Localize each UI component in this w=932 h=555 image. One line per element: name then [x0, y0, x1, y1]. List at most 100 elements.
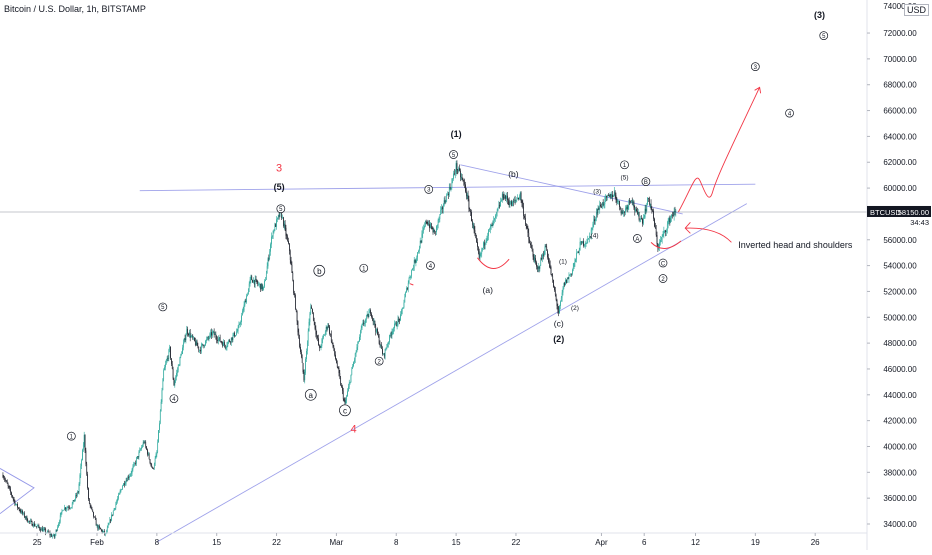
candle-body — [425, 221, 427, 222]
candle-body — [554, 290, 556, 295]
candle-body — [76, 495, 77, 496]
candle-body — [9, 487, 11, 489]
price-tick-label: 60000.00 — [883, 184, 917, 193]
candle-body — [80, 466, 82, 476]
candle-body — [279, 210, 281, 217]
candle-body — [169, 346, 171, 350]
wave-label: (2) — [553, 334, 564, 344]
candle-body — [47, 531, 48, 533]
candle-body — [136, 456, 138, 459]
candle-body — [305, 358, 306, 373]
candle-body — [510, 201, 512, 204]
candle-body — [197, 345, 199, 347]
wave-label-circle — [276, 204, 286, 214]
candle-body — [259, 283, 261, 290]
candle-body — [539, 265, 541, 269]
candle-body — [28, 520, 29, 523]
candle-body — [562, 288, 564, 293]
wave-label: 4 — [350, 424, 356, 436]
candle-body — [477, 246, 479, 253]
currency-badge[interactable]: USD — [904, 4, 930, 16]
candle-body — [583, 241, 584, 246]
candle-body — [17, 503, 18, 508]
candle-body — [542, 254, 543, 260]
candle-body — [645, 208, 647, 212]
candle-body — [484, 242, 486, 246]
candle-body — [254, 278, 256, 285]
candle-body — [482, 248, 483, 250]
candle-body — [94, 517, 96, 520]
candle-body — [617, 201, 619, 202]
candle-body — [307, 331, 309, 343]
candle-body — [81, 460, 82, 467]
candle-body — [173, 378, 175, 386]
candle-body — [363, 322, 365, 325]
candle-body — [11, 492, 12, 496]
candle-body — [416, 257, 418, 260]
candle-body — [495, 212, 497, 216]
candle-body — [171, 363, 173, 369]
candle-body — [548, 262, 550, 265]
candle-body — [38, 525, 40, 528]
candle-body — [241, 315, 242, 323]
wave-label: 5 — [452, 153, 456, 159]
candle-body — [335, 354, 336, 359]
candle-body — [636, 209, 637, 212]
candle-body — [166, 358, 168, 362]
candle-body — [179, 357, 181, 366]
candle-body — [385, 348, 387, 350]
candle-body — [160, 401, 162, 412]
candle-body — [54, 533, 56, 538]
candle-body — [149, 459, 151, 463]
price-axis[interactable]: 34000.00 36000.00 38000.00 40000.00 42000.00… — [866, 0, 931, 550]
candle-body — [499, 204, 501, 207]
candle-body — [204, 345, 206, 347]
candle-body — [397, 318, 399, 326]
candle-body — [200, 345, 202, 352]
price-tag-price: 58150.00 — [898, 208, 929, 217]
candle-body — [437, 219, 439, 226]
candle-body — [589, 236, 591, 237]
candle-body — [171, 358, 172, 364]
candle-body — [621, 211, 623, 214]
candle-body — [68, 507, 70, 508]
candle-body — [300, 346, 301, 352]
candle-body — [139, 449, 141, 453]
candle-body — [298, 332, 300, 338]
candle-body — [577, 252, 578, 253]
candle-body — [345, 400, 347, 404]
candle-body — [571, 273, 572, 275]
candle-body — [146, 446, 147, 450]
wave-label: (5) — [274, 182, 285, 192]
candle-body — [415, 259, 417, 263]
candle-body — [487, 235, 489, 239]
candle-body — [257, 282, 259, 285]
candle-body — [567, 277, 569, 279]
candle-body — [458, 168, 460, 171]
price-tick-label: 40000.00 — [883, 442, 917, 451]
candle-body — [218, 338, 219, 341]
candle-body — [495, 215, 496, 219]
candle-body — [245, 300, 247, 303]
annotations: Inverted head and shoulders — [409, 86, 853, 286]
candle-body — [250, 276, 252, 280]
candle-body — [158, 430, 159, 443]
candle-body — [383, 353, 384, 355]
time-axis[interactable]: 25 Feb 8 15 22 Mar 8 15 22 Apr 6 12 19 26 — [0, 532, 867, 547]
candle-body — [36, 526, 38, 527]
candle-body — [391, 331, 393, 336]
candle-body — [79, 475, 81, 484]
candle-body — [444, 200, 446, 203]
candle-body — [635, 209, 636, 212]
candle-body — [297, 321, 299, 333]
candle-body — [590, 229, 592, 237]
wave-label: 3 — [754, 65, 758, 71]
candle-body — [441, 207, 442, 210]
price-tag-box[interactable] — [867, 205, 931, 217]
candle-body — [649, 203, 651, 205]
candle-body — [316, 334, 318, 336]
candle-body — [619, 200, 620, 207]
price-tick-label: 46000.00 — [883, 365, 917, 374]
